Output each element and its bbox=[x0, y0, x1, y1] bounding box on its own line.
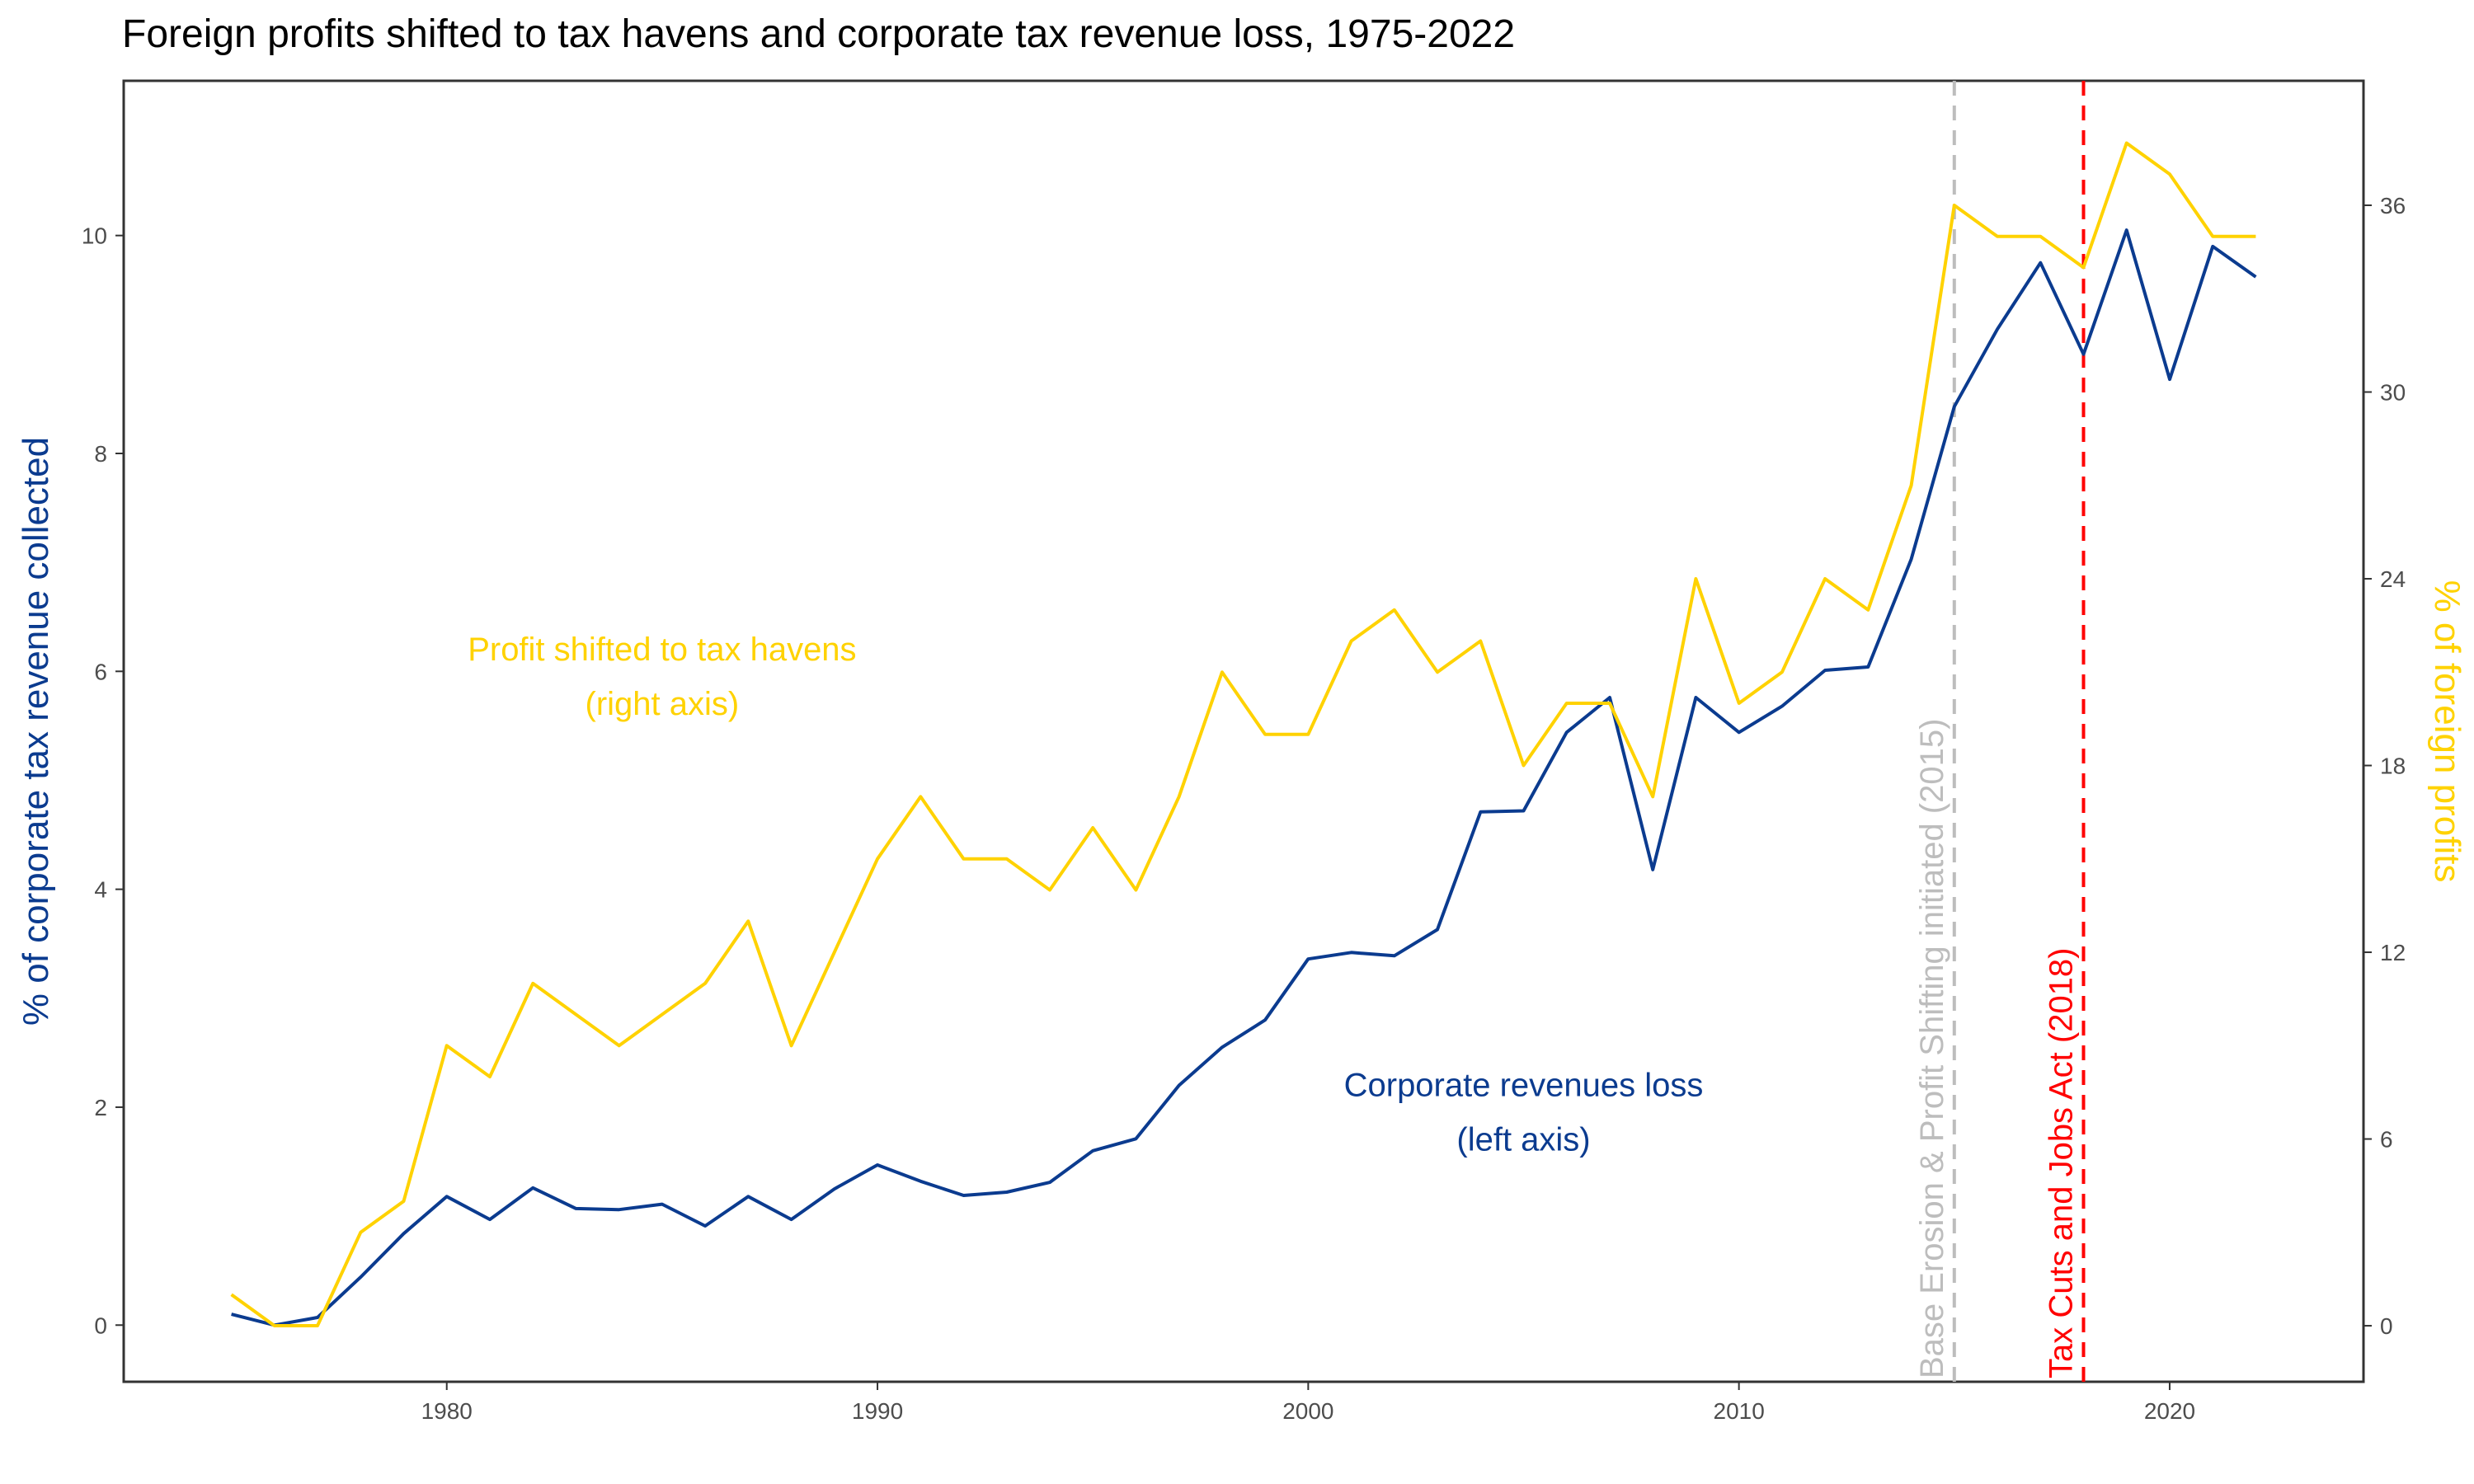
x-tick-label: 2010 bbox=[1714, 1398, 1765, 1424]
y-right-tick-label: 36 bbox=[2380, 193, 2406, 218]
y-left-tick-label: 0 bbox=[94, 1313, 107, 1338]
series-line-revenue-loss bbox=[231, 228, 2257, 1327]
annotation-title: Profit shifted to tax havens bbox=[468, 632, 856, 668]
y-right-tick-label: 12 bbox=[2380, 940, 2406, 965]
y-right-tick-label: 6 bbox=[2380, 1127, 2393, 1153]
vline-label-2015: Base Erosion & Profit Shifting initiated… bbox=[1914, 719, 1950, 1378]
y-left-tick-label: 10 bbox=[82, 223, 107, 249]
chart-title: Foreign profits shifted to tax havens an… bbox=[122, 12, 1516, 56]
y-left-tick-label: 6 bbox=[94, 659, 107, 684]
plot-panel-border bbox=[122, 79, 2365, 1383]
series-lines bbox=[230, 141, 2257, 1327]
y-axis-right-title: % of foreign profits bbox=[2427, 580, 2467, 883]
reference-lines: Base Erosion & Profit Shifting initiated… bbox=[1914, 81, 2086, 1382]
series-line-profit-shifted bbox=[230, 141, 2256, 1327]
x-axis: 1980 1990 2000 2010 2020 bbox=[421, 1382, 2195, 1424]
x-tick-label: 2020 bbox=[2144, 1398, 2195, 1424]
annotation-subtitle: (right axis) bbox=[586, 686, 740, 722]
series-annotations: Profit shifted to tax havens (right axis)… bbox=[468, 632, 1703, 1158]
x-tick-label: 1980 bbox=[421, 1398, 473, 1424]
y-right-tick-label: 30 bbox=[2380, 380, 2406, 406]
y-left-tick-label: 4 bbox=[94, 877, 107, 903]
annotation-title: Corporate revenues loss bbox=[1344, 1068, 1704, 1104]
x-tick-label: 2000 bbox=[1282, 1398, 1333, 1424]
y-right-tick-label: 24 bbox=[2380, 566, 2406, 592]
x-tick-label: 1990 bbox=[852, 1398, 903, 1424]
y-right-tick-label: 18 bbox=[2380, 754, 2406, 779]
y-left-tick-label: 8 bbox=[94, 441, 107, 467]
y-axis-left-title: % of corporate tax revenue collected bbox=[16, 437, 56, 1026]
annotation-subtitle: (left axis) bbox=[1456, 1122, 1590, 1158]
y-right-tick-label: 0 bbox=[2380, 1313, 2393, 1339]
y-axis-right: 0 6 12 18 24 30 36 bbox=[2363, 193, 2406, 1339]
y-left-tick-label: 2 bbox=[94, 1095, 107, 1120]
y-axis-left: 0 2 4 6 8 10 bbox=[82, 223, 124, 1338]
vline-label-2018: Tax Cuts and Jobs Act (2018) bbox=[2044, 948, 2080, 1379]
